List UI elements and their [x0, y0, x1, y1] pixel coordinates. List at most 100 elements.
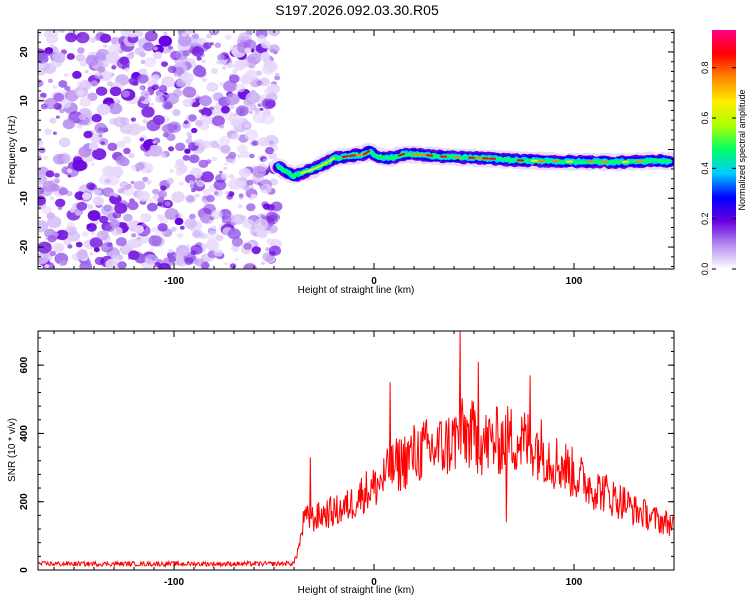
noise-blob: [38, 174, 48, 185]
noise-blob: [38, 182, 42, 188]
noise-blob: [139, 96, 145, 102]
noise-blob: [206, 194, 216, 203]
noise-blob: [191, 127, 198, 134]
noise-blob: [55, 115, 60, 119]
noise-blob: [167, 121, 182, 133]
noise-blob: [161, 61, 168, 67]
noise-blob: [38, 152, 41, 157]
noise-blob: [274, 75, 281, 81]
noise-blob: [157, 202, 163, 207]
noise-blob: [41, 205, 52, 215]
noise-blob: [38, 156, 42, 161]
noise-blob: [160, 185, 167, 191]
noise-blob: [89, 142, 99, 151]
noise-blob: [228, 174, 235, 179]
noise-blob: [211, 156, 218, 162]
noise-blob: [142, 119, 148, 124]
noise-blob: [69, 207, 76, 213]
noise-blob: [173, 73, 179, 77]
noise-blob: [223, 166, 228, 171]
noise-blob: [113, 97, 119, 103]
noise-blob: [100, 204, 115, 216]
noise-blob: [90, 80, 98, 87]
noise-blob: [139, 86, 145, 91]
noise-blob: [84, 70, 89, 74]
noise-blob: [100, 242, 114, 253]
noise-blob: [98, 75, 104, 79]
noise-blob: [81, 231, 90, 238]
noise-blob: [259, 107, 264, 111]
noise-blob: [79, 97, 91, 107]
noise-blob: [260, 51, 270, 60]
noise-blob: [110, 166, 124, 178]
noise-blob: [76, 123, 83, 129]
noise-blob: [158, 85, 168, 93]
noise-blob: [133, 180, 146, 191]
noise-blob: [260, 40, 271, 49]
noise-blob: [152, 114, 165, 126]
noise-blob: [171, 191, 185, 203]
x-tick-label: 0: [371, 577, 377, 588]
noise-blob: [107, 142, 118, 151]
noise-blob: [38, 79, 44, 88]
signal-track: [270, 143, 674, 184]
noise-blob: [52, 52, 66, 63]
noise-blob: [72, 159, 87, 172]
y-tick-label: -20: [19, 239, 30, 254]
noise-blob: [38, 241, 52, 254]
noise-blob: [264, 146, 274, 155]
noise-blob: [46, 212, 56, 220]
noise-blob: [164, 201, 171, 207]
noise-blob: [195, 119, 204, 127]
noise-blob: [121, 90, 130, 98]
spectrogram-ylabel: Frequency (Hz): [7, 116, 18, 185]
noise-blob: [49, 117, 57, 124]
noise-blob: [136, 190, 151, 202]
signal-core-mark: [398, 152, 405, 157]
noise-blob: [256, 80, 263, 86]
noise-blob: [141, 106, 155, 118]
noise-blob: [213, 179, 227, 191]
noise-blob: [131, 233, 137, 238]
noise-blob: [91, 113, 102, 123]
noise-blob: [143, 42, 154, 52]
noise-blob: [55, 198, 66, 208]
noise-blob: [257, 34, 267, 43]
noise-blob: [205, 239, 220, 251]
noise-blob: [215, 60, 221, 65]
noise-blob: [120, 183, 135, 196]
noise-blob: [217, 53, 225, 61]
noise-blob: [129, 198, 135, 204]
noise-blob: [194, 193, 200, 198]
noise-blob: [65, 32, 77, 43]
noise-blob: [210, 209, 223, 220]
noise-blob: [66, 221, 75, 229]
noise-blob: [181, 32, 187, 38]
noise-blob: [45, 170, 55, 178]
noise-blob: [206, 230, 219, 242]
noise-blob: [93, 247, 100, 253]
noise-blob: [244, 129, 259, 141]
noise-blob: [193, 230, 201, 238]
noise-blob: [196, 180, 205, 188]
noise-blob: [66, 168, 73, 174]
noise-blob: [135, 162, 145, 171]
noise-blob: [38, 96, 46, 103]
noise-blob: [152, 188, 159, 195]
noise-blob: [108, 102, 123, 115]
x-tick-label: 100: [566, 276, 583, 287]
noise-blob: [148, 144, 163, 157]
noise-blob: [199, 95, 212, 107]
noise-blob: [243, 185, 250, 192]
y-tick-label: -10: [19, 191, 30, 206]
noise-blob: [78, 146, 92, 158]
noise-blob: [228, 178, 242, 190]
colorbar: 0.0 0.2 0.4 0.6 0.8 Normalized spectral ampl…: [700, 30, 747, 275]
colorbar-label: Normalized spectral amplitude: [737, 89, 747, 210]
noise-blob: [167, 248, 174, 254]
noise-blob: [174, 217, 184, 226]
noise-blob: [268, 30, 281, 37]
noise-blob: [94, 256, 105, 266]
snr-frame: [37, 330, 675, 571]
noise-blob: [243, 242, 252, 250]
